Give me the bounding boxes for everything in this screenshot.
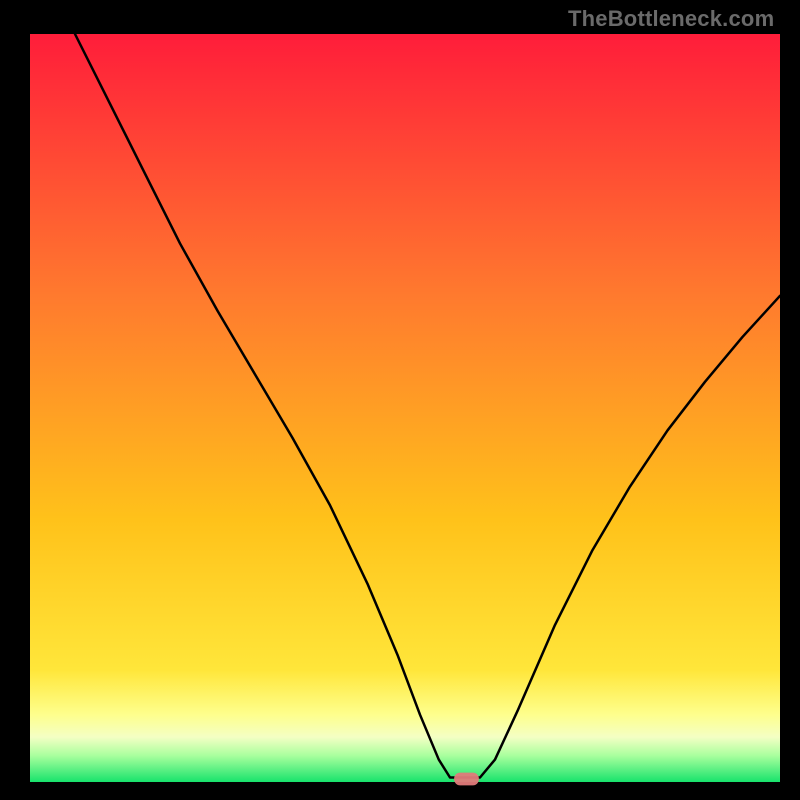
watermark-text: TheBottleneck.com bbox=[568, 6, 774, 32]
chart-frame: TheBottleneck.com bbox=[0, 0, 800, 800]
bottleneck-curve bbox=[0, 0, 800, 800]
curve-path bbox=[75, 34, 780, 778]
sweet-spot-marker bbox=[454, 773, 479, 786]
